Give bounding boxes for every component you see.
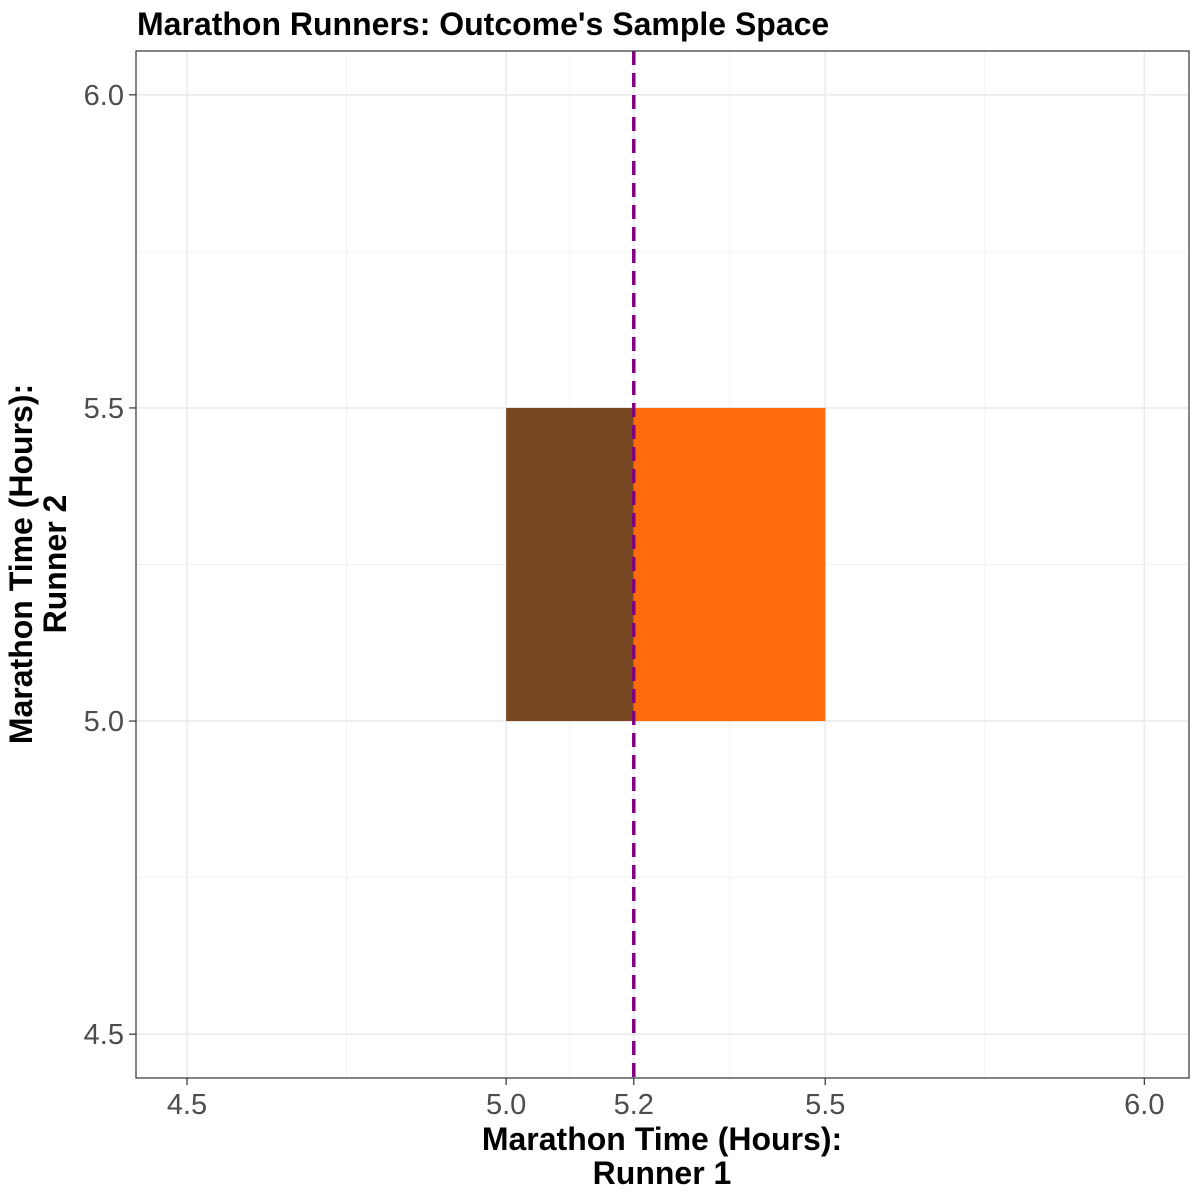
x-tick-label: 6.0: [1124, 1089, 1164, 1121]
y-tick-label: 4.5: [84, 1019, 124, 1051]
x-axis-title-line2: Runner 1: [593, 1155, 732, 1191]
y-axis-title-line1: Marathon Time (Hours):: [3, 384, 39, 744]
region-layer: [506, 407, 826, 722]
chart-title: Marathon Runners: Outcome's Sample Space: [137, 6, 829, 42]
panel-border: [135, 50, 1190, 1079]
x-axis-title-line1: Marathon Time (Hours):: [482, 1121, 842, 1157]
y-tick-label: 5.0: [84, 706, 124, 738]
y-tick-label: 5.5: [84, 393, 124, 425]
x-tick-label: 5.0: [486, 1089, 526, 1121]
x-tick-label: 4.5: [167, 1089, 207, 1121]
x-tick-label: 5.5: [805, 1089, 845, 1121]
y-axis-title-line2: Runner 2: [37, 495, 73, 634]
sample-region-1: [506, 407, 634, 722]
x-tick-label: 5.2: [614, 1089, 654, 1121]
tick-layer: 4.5 5.0 5.2 5.5 6.0 4.5 5.0 5.5 6.0: [84, 80, 1165, 1121]
y-tick-label: 6.0: [84, 80, 124, 112]
sample-region-2: [633, 407, 826, 722]
